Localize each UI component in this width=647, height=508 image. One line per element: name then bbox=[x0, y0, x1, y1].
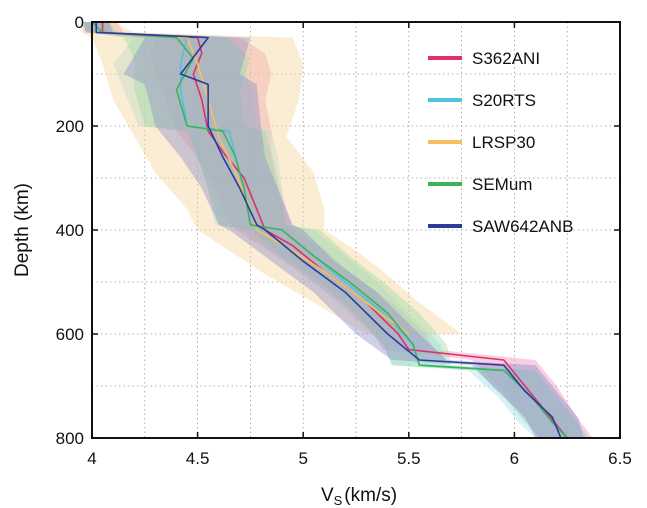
x-tick-label: 4 bbox=[87, 449, 96, 468]
y-tick-label: 400 bbox=[56, 221, 84, 240]
legend-label-saw642anb: SAW642ANB bbox=[472, 217, 573, 236]
y-tick-label: 600 bbox=[56, 325, 84, 344]
band-s362ani bbox=[81, 22, 593, 438]
x-tick-label: 5 bbox=[298, 449, 307, 468]
y-tick-label: 800 bbox=[56, 429, 84, 448]
x-axis-label-sub: S bbox=[334, 493, 343, 508]
series-line-s362ani bbox=[101, 22, 568, 439]
x-axis-label: VS (km/s) bbox=[321, 485, 397, 508]
y-tick-label: 200 bbox=[56, 117, 84, 136]
legend-label-lrsp30: LRSP30 bbox=[472, 133, 535, 152]
band-lrsp30 bbox=[81, 22, 462, 334]
x-axis-label-unit: (km/s) bbox=[344, 485, 397, 506]
x-axis-label-main: V bbox=[321, 485, 334, 506]
grid bbox=[92, 22, 620, 438]
y-tick-label: 0 bbox=[75, 13, 84, 32]
legend: S362ANI S20RTS LRSP30 SEMum SAW642ANB bbox=[428, 49, 573, 236]
y-axis-ticks: 0 200 400 600 800 bbox=[56, 13, 620, 448]
x-tick-label: 6 bbox=[510, 449, 519, 468]
series-line-semum bbox=[91, 21, 568, 439]
series-line-lrsp30 bbox=[91, 22, 410, 335]
legend-label-semum: SEMum bbox=[472, 175, 532, 194]
y-axis-label: Depth (km) bbox=[12, 183, 33, 277]
legend-label-s362ani: S362ANI bbox=[472, 49, 540, 68]
series-lines bbox=[91, 21, 568, 439]
x-tick-label: 4.5 bbox=[186, 449, 210, 468]
x-tick-label: 6.5 bbox=[608, 449, 632, 468]
legend-label-s20rts: S20RTS bbox=[472, 91, 536, 110]
x-tick-label: 5.5 bbox=[397, 449, 421, 468]
series-line-saw642anb bbox=[95, 22, 562, 439]
x-axis-ticks: 4 4.5 5 5.5 6 6.5 bbox=[87, 22, 632, 468]
